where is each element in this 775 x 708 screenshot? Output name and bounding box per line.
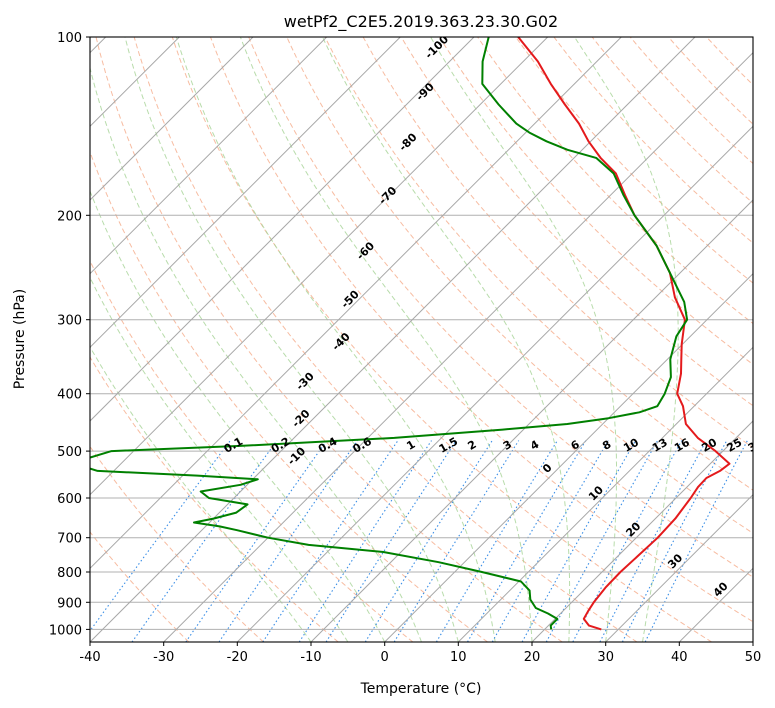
x-tick-label: 10: [450, 650, 467, 665]
y-tick-label: 900: [57, 596, 82, 611]
y-tick-label: 100: [57, 31, 82, 46]
x-tick-label: 50: [745, 650, 762, 665]
y-tick-label: 500: [57, 445, 82, 460]
x-tick-label: 30: [597, 650, 614, 665]
y-tick-label: 300: [57, 314, 82, 329]
x-tick-label: -20: [227, 650, 248, 665]
y-axis-label: Pressure (hPa): [12, 289, 28, 389]
x-tick-label: -40: [79, 650, 100, 665]
x-axis-label: Temperature (°C): [360, 681, 482, 697]
y-tick-label: 600: [57, 492, 82, 507]
x-tick-label: -10: [300, 650, 321, 665]
y-tick-label: 200: [57, 209, 82, 224]
y-tick-label: 400: [57, 388, 82, 403]
y-tick-label: 1000: [49, 623, 82, 638]
x-tick-label: 20: [524, 650, 541, 665]
x-tick-label: 0: [381, 650, 389, 665]
plot-area: -100-90-80-70-60-50-40-30-20-100.1 0.2 0.4…: [0, 33, 775, 642]
y-tick-label: 800: [57, 566, 82, 581]
x-tick-label: 40: [671, 650, 688, 665]
y-tick-label: 700: [57, 532, 82, 547]
x-tick-label: -30: [153, 650, 174, 665]
chart-title: wetPf2_C2E5.2019.363.23.30.G02: [284, 12, 558, 32]
